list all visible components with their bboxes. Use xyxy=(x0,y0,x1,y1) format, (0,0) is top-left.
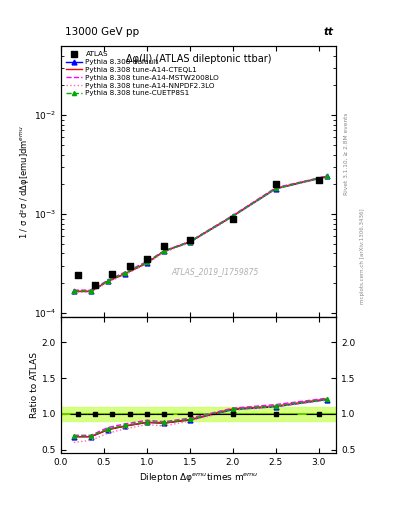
Point xyxy=(187,236,193,244)
Point xyxy=(92,281,98,289)
Text: mcplots.cern.ch [arXiv:1306.3436]: mcplots.cern.ch [arXiv:1306.3436] xyxy=(360,208,365,304)
Legend: ATLAS, Pythia 8.308 default, Pythia 8.308 tune-A14-CTEQL1, Pythia 8.308 tune-A14: ATLAS, Pythia 8.308 default, Pythia 8.30… xyxy=(64,50,220,98)
Text: Δφ(ll) (ATLAS dileptonic ttbar): Δφ(ll) (ATLAS dileptonic ttbar) xyxy=(126,54,271,64)
Point xyxy=(273,180,279,188)
Point xyxy=(127,262,133,270)
Point xyxy=(75,271,81,280)
Y-axis label: 1 / σ d²σ / dΔφ[emu]dm$^{emu}$: 1 / σ d²σ / dΔφ[emu]dm$^{emu}$ xyxy=(18,125,31,239)
Text: Rivet 3.1.10, ≥ 2.8M events: Rivet 3.1.10, ≥ 2.8M events xyxy=(344,112,349,195)
Point xyxy=(144,255,150,263)
Text: ATLAS_2019_I1759875: ATLAS_2019_I1759875 xyxy=(171,267,259,276)
Bar xyxy=(61,407,336,421)
Point xyxy=(316,176,322,184)
Point xyxy=(161,242,167,250)
Text: tt: tt xyxy=(323,27,333,37)
X-axis label: Dilepton Δφ$^{emu}$times m$^{emu}$: Dilepton Δφ$^{emu}$times m$^{emu}$ xyxy=(139,471,258,484)
Point xyxy=(109,269,116,278)
Text: 13000 GeV pp: 13000 GeV pp xyxy=(65,27,139,37)
Point xyxy=(230,215,236,223)
Y-axis label: Ratio to ATLAS: Ratio to ATLAS xyxy=(30,352,39,418)
